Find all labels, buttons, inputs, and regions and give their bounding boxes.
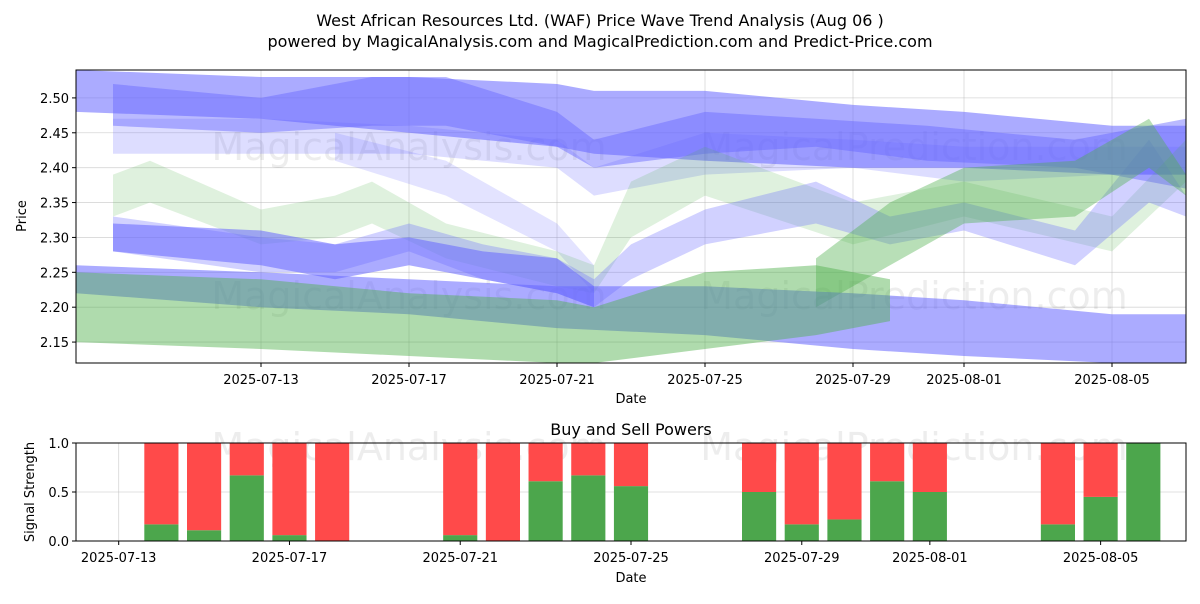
buy-bar [912,492,947,541]
price-y-ticks: 2.15 2.20 2.25 2.30 2.35 2.40 2.45 2.50 [40,92,76,351]
buy-bar [528,481,563,541]
sell-bar [571,443,606,476]
signal-x-tick-label: 2025-07-17 [252,551,328,566]
signal-x-tick-label: 2025-08-05 [1063,551,1139,566]
wave-green-low-band [76,265,890,363]
buy-bar [229,475,264,541]
buy-bar [742,492,777,541]
chart-title-line2: powered by MagicalAnalysis.com and Magic… [267,32,932,51]
wave-blue-top-band [76,70,1186,175]
buy-bar [870,481,905,541]
wave-blue-mid-band [113,139,1186,308]
wave-green-light-band [113,139,1186,294]
price-x-tick-label: 2025-07-29 [815,373,891,388]
signal-y-axis-label: Signal Strength [23,442,38,542]
price-x-tick-label: 2025-07-25 [667,373,743,388]
signal-y-tick-label: 1.0 [48,437,69,452]
buy-sell-chart: Buy and Sell Powers MagicalAnalysis.comM… [23,420,1187,586]
price-y-tick-label: 2.40 [40,162,69,177]
price-y-tick-label: 2.15 [40,336,69,351]
buy-bar [443,535,478,541]
signal-x-tick-label: 2025-07-13 [81,551,157,566]
signal-y-tick-label: 0.0 [48,535,69,550]
buy-bar [827,519,862,541]
wave-blue-base-band [76,265,1186,363]
price-y-tick-label: 2.50 [40,92,69,107]
price-y-tick-label: 2.20 [40,301,69,316]
signal-x-ticks: 2025-07-13 2025-07-17 2025-07-21 2025-07-25… [81,541,1138,566]
sell-bar [187,443,222,531]
price-x-axis-label: Date [615,392,646,407]
sell-bar [784,443,819,525]
buy-bar [613,486,649,541]
sell-bar [443,443,478,536]
price-wave-chart: MagicalAnalysis.comMagicalPrediction.com… [15,69,1187,407]
sell-bar [1040,443,1075,525]
buy-sell-title: Buy and Sell Powers [550,420,712,439]
wave-blue-upper-mid-band [113,77,1186,189]
signal-y-tick-label: 0.5 [48,486,69,501]
price-x-tick-label: 2025-07-21 [519,373,595,388]
wave-green-rise-band [816,118,1186,308]
signal-x-tick-label: 2025-08-01 [892,551,968,566]
price-x-tick-label: 2025-08-05 [1074,373,1150,388]
buy-bar [1083,496,1118,541]
price-x-tick-label: 2025-07-13 [223,373,299,388]
signal-bars [144,443,1161,541]
sell-bar [1083,443,1118,497]
sell-bar [272,443,307,536]
chart-title-line1: West African Resources Ltd. (WAF) Price … [316,11,884,30]
buy-bar [1040,524,1075,541]
sell-bar [912,443,947,492]
sell-bar [613,443,649,487]
price-x-ticks: 2025-07-13 2025-07-17 2025-07-21 2025-07-25… [223,363,1150,388]
wave-blue-light-band [113,118,1186,196]
price-plot-frame [75,69,1187,364]
price-y-axis-label: Price [15,200,30,232]
signal-x-tick-label: 2025-07-25 [593,551,669,566]
sell-bar [485,443,520,541]
buy-bar [1126,443,1161,541]
price-y-tick-label: 2.30 [40,231,69,246]
signal-x-tick-label: 2025-07-29 [764,551,840,566]
buy-bar [571,475,606,541]
sell-bar [315,443,350,541]
price-y-tick-label: 2.25 [40,266,69,281]
sell-bar [742,443,777,492]
price-wave-bands [76,70,1186,363]
signal-x-axis-label: Date [615,571,646,586]
wave-blue-lower-solid-band [113,223,594,308]
price-x-tick-label: 2025-07-17 [371,373,447,388]
signal-x-tick-label: 2025-07-21 [422,551,498,566]
sell-bar [144,443,179,525]
sell-bar [827,443,862,520]
sell-bar [870,443,905,482]
price-x-tick-label: 2025-08-01 [926,373,1002,388]
buy-bar [187,530,222,541]
buy-bar [272,535,307,541]
sell-bar [528,443,563,482]
buy-bar [144,524,179,541]
wave-blue-falling-band [335,132,594,294]
signal-y-ticks: 0.0 0.5 1.0 [48,437,76,550]
price-y-tick-label: 2.45 [40,127,69,142]
price-y-tick-label: 2.35 [40,197,69,212]
buy-bar [784,524,819,541]
sell-bar [229,443,264,476]
